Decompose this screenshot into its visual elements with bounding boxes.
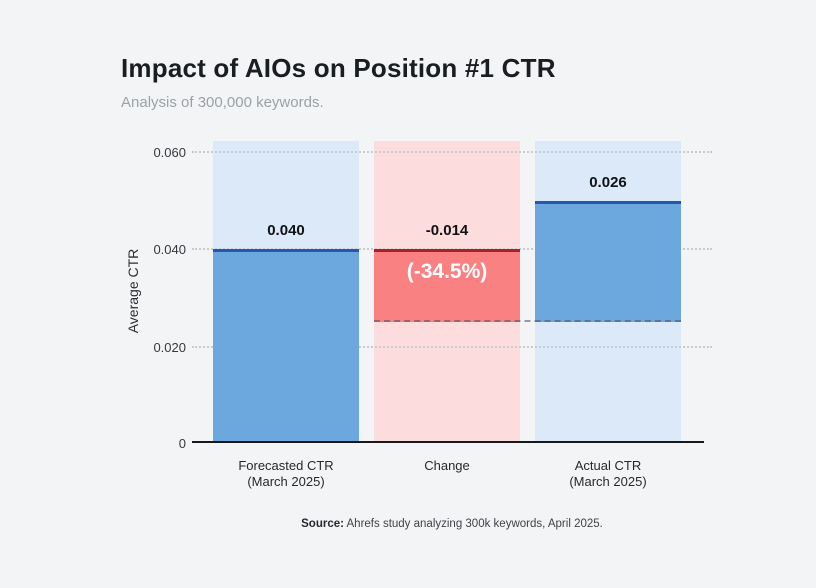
x-label-change: Change [354,458,540,474]
bar-actual-ctr [535,201,681,322]
bar-forecasted-ctr [213,249,359,443]
y-tick-0040: 0.040 [153,242,186,257]
gridline-0060 [192,151,712,153]
chart-subtitle: Analysis of 300,000 keywords. [121,94,324,111]
dashed-reference-line [374,320,681,322]
source-text: Ahrefs study analyzing 300k keywords, Ap… [343,518,603,530]
percent-change-annotation: (-34.5%) [406,260,488,283]
y-tick-0: 0 [178,436,186,451]
value-label-actual: 0.026 [589,174,627,191]
gridline-0020 [192,346,712,348]
y-tick-0020: 0.020 [153,340,186,355]
bar-change [374,249,520,322]
x-label-line1: Change [424,458,470,473]
x-axis-line [192,441,704,443]
x-label-line2: (March 2025) [569,474,647,489]
value-label-forecasted: 0.040 [267,222,305,239]
chart-title: Impact of AIOs on Position #1 CTR [121,53,556,83]
source-note: Source: Ahrefs study analyzing 300k keyw… [152,518,752,530]
x-label-line1: Actual CTR [574,458,642,473]
y-tick-0060: 0.060 [153,145,186,160]
value-label-change: -0.014 [425,222,469,239]
x-label-forecasted-ctr: Forecasted CTR (March 2025) [193,458,379,490]
source-label: Source: [301,518,344,530]
x-label-line1: Forecasted CTR [238,458,334,473]
x-label-line2: (March 2025) [247,474,325,489]
x-label-actual-ctr: Actual CTR (March 2025) [515,458,701,490]
